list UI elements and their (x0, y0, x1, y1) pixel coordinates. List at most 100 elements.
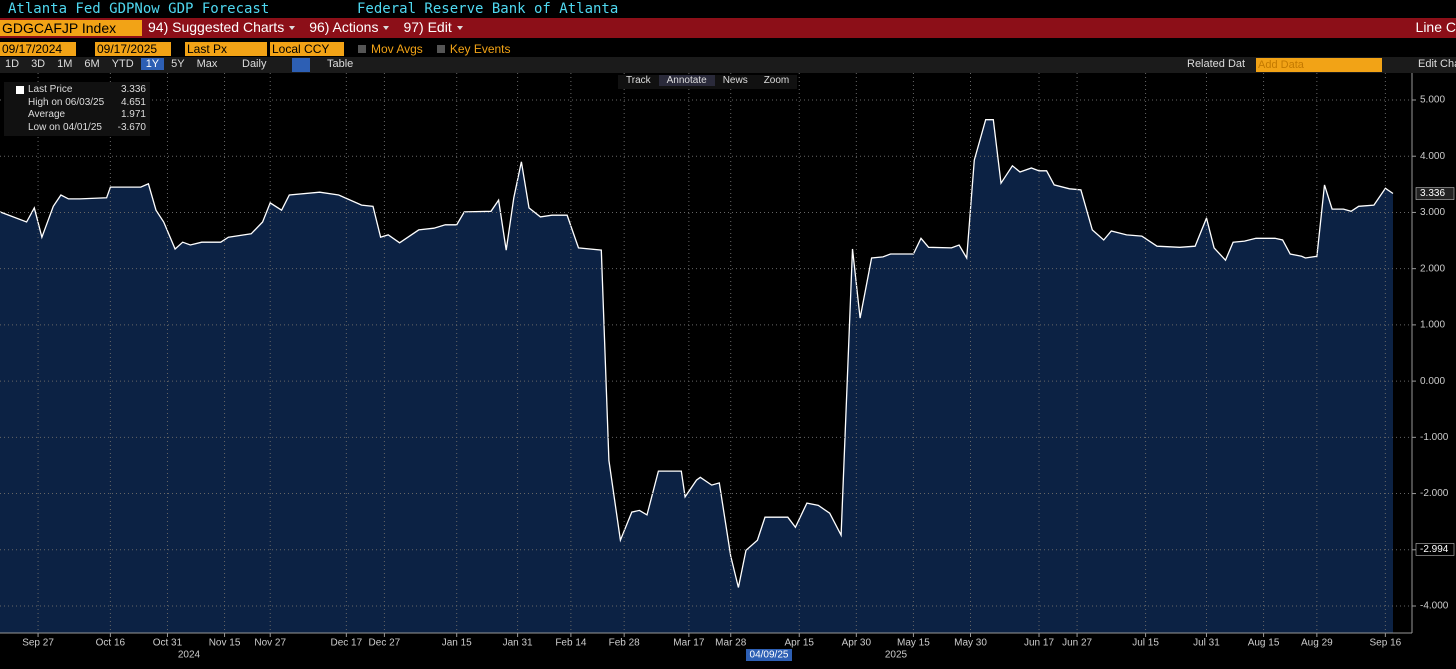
period-bar: 1D 3D 1M 6M YTD 1Y 5Y Max Daily Table Related D… (0, 57, 1456, 73)
legend-row: Low on 04/01/25 -3.670 (4, 122, 150, 135)
toolbar: GDGCAFJP Index 94) Suggested Charts 96) A… (0, 18, 1456, 38)
x-tick-label: Feb 28 (609, 638, 641, 649)
x-tick-label: Mar 17 (673, 638, 705, 649)
y-tick-label: 1.000 (1420, 320, 1445, 331)
checkbox[interactable] (436, 45, 445, 53)
legend-label: Last Price (28, 84, 73, 95)
title-bar: Atlanta Fed GDPNow GDP Forecast Federal … (0, 0, 1456, 18)
x-tick-label: Oct 16 (96, 638, 126, 649)
legend-label: Low on 04/01/25 (28, 121, 102, 133)
option[interactable]: Mov Avgs (371, 42, 423, 56)
y-tick-label: 0.000 (1420, 376, 1445, 387)
period[interactable]: 1D (5, 58, 20, 70)
x-tick-label: Sep 27 (22, 638, 54, 649)
line (0, 118, 1394, 588)
related-data[interactable]: Related Dat (1187, 58, 1246, 70)
period[interactable]: 1Y (140, 58, 165, 70)
cursor-date-box (746, 649, 792, 661)
x-tick-label: Mar 28 (715, 638, 747, 649)
x-tick-label: Nov 15 (209, 638, 241, 649)
start-date[interactable]: 09/17/2024 (0, 42, 76, 56)
menu[interactable]: 97) Edit (403, 19, 463, 35)
value-marker-label: -2.994 (1420, 544, 1449, 555)
x-tick-label: Jul 31 (1193, 638, 1220, 649)
menu[interactable]: 96) Actions (309, 19, 390, 35)
x-tick-label: Sep 16 (1370, 638, 1402, 649)
legend-value: 4.651 (120, 96, 146, 108)
source: Federal Reserve Bank of Atlanta (357, 1, 619, 17)
chart-tool[interactable]: Annotate (658, 75, 715, 86)
value-marker (1415, 543, 1455, 556)
x-tick-label: Nov 27 (254, 638, 286, 649)
x-tick-label: Oct 31 (153, 638, 183, 649)
options: Mov Avgs Key Events (358, 42, 511, 56)
x-tick-label: Jan 31 (503, 638, 533, 649)
currency[interactable]: Local CCY (270, 42, 344, 56)
year-label: 2025 (885, 650, 908, 661)
y-tick-label: 3.000 (1420, 207, 1445, 218)
legend-value: -3.670 (117, 121, 146, 133)
chart-icon[interactable] (292, 58, 310, 72)
x-tick-label: Jun 27 (1062, 638, 1092, 649)
x-tick-label: May 30 (954, 638, 987, 649)
chart-tool[interactable]: Zoom (763, 75, 790, 86)
x-tick-label: Dec 17 (330, 638, 362, 649)
period[interactable]: 6M (84, 58, 100, 70)
checkbox[interactable] (358, 45, 366, 53)
x-tick-label: Feb 14 (555, 638, 587, 649)
period[interactable]: 5Y (171, 58, 185, 70)
x-tick-label: Apr 15 (785, 638, 815, 649)
chart-type[interactable]: Line C (1415, 19, 1456, 35)
chart-tool[interactable]: News (722, 75, 748, 86)
legend: Last Price 3.336 High on 06/03/25 4.651 Aver… (4, 82, 150, 136)
legend-row: High on 06/03/25 4.651 (4, 97, 150, 110)
legend-row: Average 1.971 (4, 109, 150, 122)
table[interactable]: Table (327, 58, 354, 70)
year-label: 2024 (178, 650, 201, 661)
option[interactable]: Key Events (449, 42, 511, 56)
x-tick-label: Aug 15 (1248, 638, 1280, 649)
dropdown-arrow (383, 26, 390, 31)
chart-tools: Track Annotate News Zoom (618, 75, 798, 89)
edit-chart[interactable]: Edit Cha (1418, 58, 1456, 70)
ticker[interactable]: GDGCAFJP Index (0, 20, 142, 36)
x-tick-label: Apr 30 (842, 638, 872, 649)
period[interactable]: 3D (31, 58, 46, 70)
chart: 5.000 4.000 3.000 2.000 1.000 0.000 -1.000 -2.0… (0, 73, 1455, 661)
x-tick-label: Dec 27 (369, 638, 401, 649)
cursor-date: 04/09/25 (750, 650, 789, 661)
y-tick-label: 5.000 (1420, 95, 1445, 106)
title: Atlanta Fed GDPNow GDP Forecast (8, 1, 270, 17)
legend-value: 3.336 (120, 84, 146, 95)
y-tick-label: -1.000 (1420, 432, 1449, 443)
periods: 1D 3D 1M 6M YTD 1Y 5Y Max (0, 58, 224, 70)
x-tick-label: Jun 17 (1024, 638, 1054, 649)
end-date[interactable]: 09/17/2025 (95, 42, 171, 56)
dropdown-arrow (456, 26, 463, 31)
period[interactable]: Max (196, 58, 218, 70)
field[interactable]: Last Px (185, 42, 267, 56)
dropdown-arrow (289, 26, 296, 31)
x-tick-label: May 15 (897, 638, 930, 649)
y-tick-label: -2.000 (1420, 488, 1449, 499)
frequency[interactable]: Daily (242, 58, 267, 70)
period[interactable]: 1M (57, 58, 73, 70)
value-marker (1415, 187, 1455, 200)
y-tick-label: -4.000 (1420, 601, 1449, 612)
chart-tool[interactable]: Track (626, 75, 651, 86)
legend-row: Last Price 3.336 (4, 84, 150, 97)
x-tick-label: Jan 15 (442, 638, 472, 649)
x-tick-label: Jul 15 (1132, 638, 1159, 649)
period[interactable]: YTD (111, 58, 134, 70)
add-data[interactable]: Add Data (1256, 58, 1382, 72)
menu[interactable]: 94) Suggested Charts (148, 19, 296, 35)
y-tick-label: 2.000 (1420, 263, 1445, 274)
legend-value: 1.971 (120, 109, 146, 120)
legend-label: Average (28, 109, 66, 120)
legend-label: High on 06/03/25 (28, 96, 105, 108)
controls: 09/17/2024 09/17/2025 Last Px Local CCY … (0, 40, 1456, 57)
x-tick-label: Aug 29 (1301, 638, 1333, 649)
legend-swatch (16, 86, 24, 94)
y-tick-label: 4.000 (1420, 151, 1445, 162)
